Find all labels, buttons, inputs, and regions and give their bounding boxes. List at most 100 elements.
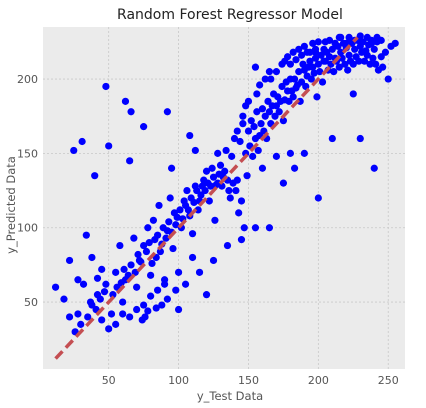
data-point — [356, 134, 364, 143]
y-axis-title: y_Predicted Data — [4, 156, 18, 254]
data-point — [290, 164, 299, 172]
data-point — [77, 320, 85, 328]
data-point — [300, 149, 308, 157]
data-point — [257, 120, 265, 128]
data-point — [188, 230, 197, 238]
data-point — [379, 63, 387, 71]
data-point — [239, 112, 247, 120]
data-point — [314, 194, 322, 202]
data-point — [306, 48, 314, 56]
data-point — [258, 164, 267, 172]
data-point — [102, 280, 110, 288]
data-point — [341, 60, 349, 68]
data-point — [265, 108, 274, 116]
data-point — [384, 75, 392, 83]
data-point — [109, 291, 117, 299]
data-point — [225, 186, 233, 195]
data-point — [240, 224, 248, 232]
data-point — [265, 224, 274, 232]
data-point — [297, 51, 306, 59]
y-tick-label: 50 — [24, 296, 38, 309]
data-point — [253, 90, 261, 98]
data-point — [144, 307, 152, 315]
data-point — [193, 186, 201, 195]
data-point — [261, 75, 269, 83]
data-point — [216, 161, 225, 169]
data-point — [211, 216, 219, 224]
data-point — [82, 231, 90, 239]
data-point — [249, 152, 257, 160]
data-point — [344, 66, 352, 74]
data-point — [65, 256, 74, 265]
data-point — [205, 197, 213, 205]
data-point — [355, 57, 363, 65]
data-point — [221, 167, 229, 175]
x-tick-label: 100 — [168, 374, 189, 387]
data-point — [162, 234, 170, 242]
data-point — [268, 102, 276, 110]
data-point — [358, 48, 366, 56]
data-point — [209, 173, 218, 181]
data-point — [307, 75, 315, 83]
data-point — [293, 81, 301, 89]
data-point — [228, 152, 236, 160]
data-point — [127, 261, 135, 269]
data-point — [149, 216, 158, 224]
data-point — [207, 182, 215, 190]
data-point — [202, 291, 211, 299]
data-point — [328, 45, 336, 53]
data-point — [356, 32, 364, 40]
data-point — [296, 97, 304, 105]
data-point — [309, 39, 317, 47]
data-point — [188, 253, 197, 262]
data-point — [117, 279, 125, 287]
data-point — [133, 305, 141, 314]
data-point — [317, 51, 325, 59]
data-point — [253, 108, 261, 116]
data-point — [258, 105, 267, 113]
data-point — [141, 313, 149, 321]
data-point — [351, 45, 359, 53]
data-point — [288, 87, 296, 95]
data-point — [155, 201, 163, 210]
data-point — [169, 244, 177, 253]
data-point — [184, 206, 192, 214]
data-point — [289, 48, 297, 56]
data-point — [235, 209, 243, 217]
data-point — [251, 134, 260, 143]
data-point — [140, 241, 148, 250]
plot-area — [43, 27, 405, 369]
data-point — [147, 292, 155, 300]
data-point — [96, 295, 104, 303]
data-point — [130, 234, 138, 242]
data-point — [232, 186, 240, 195]
data-point — [247, 117, 255, 125]
data-point — [88, 253, 96, 262]
data-point — [256, 81, 264, 89]
x-tick-label: 150 — [238, 374, 259, 387]
data-point — [229, 179, 237, 187]
data-point — [306, 57, 314, 65]
data-point — [212, 181, 220, 189]
x-axis-title: y_Test Data — [197, 389, 263, 403]
data-point — [140, 123, 148, 131]
data-point — [190, 198, 198, 207]
data-point — [313, 93, 321, 101]
data-point — [140, 301, 148, 309]
data-point — [286, 149, 294, 157]
data-point — [167, 164, 176, 172]
data-point — [181, 280, 190, 288]
data-point — [237, 197, 246, 205]
data-point — [318, 78, 327, 86]
data-point — [300, 42, 308, 50]
data-point — [202, 167, 211, 175]
data-point — [367, 36, 376, 44]
data-point — [295, 45, 303, 53]
data-point — [172, 221, 180, 229]
data-point — [51, 283, 60, 291]
data-point — [201, 186, 209, 195]
data-point — [154, 286, 162, 294]
data-point — [251, 63, 260, 71]
data-point — [345, 33, 353, 42]
data-point — [283, 53, 292, 61]
